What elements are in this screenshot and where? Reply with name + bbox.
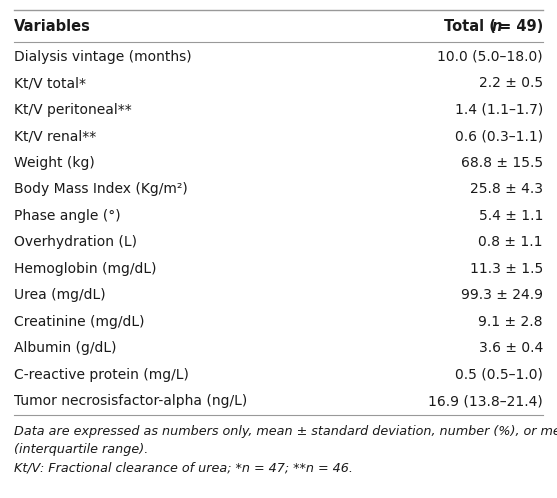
Text: 2.2 ± 0.5: 2.2 ± 0.5 — [479, 76, 543, 90]
Text: n: n — [492, 18, 502, 33]
Text: Albumin (g/dL): Albumin (g/dL) — [14, 341, 116, 355]
Text: 99.3 ± 24.9: 99.3 ± 24.9 — [461, 288, 543, 302]
Text: 3.6 ± 0.4: 3.6 ± 0.4 — [479, 341, 543, 355]
Text: Kt/V total*: Kt/V total* — [14, 76, 86, 90]
Text: Creatinine (mg/dL): Creatinine (mg/dL) — [14, 315, 144, 329]
Text: 16.9 (13.8–21.4): 16.9 (13.8–21.4) — [428, 394, 543, 408]
Text: Kt/V peritoneal**: Kt/V peritoneal** — [14, 103, 132, 117]
Text: Total (: Total ( — [443, 18, 495, 33]
Text: (interquartile range).: (interquartile range). — [14, 443, 148, 456]
Text: 68.8 ± 15.5: 68.8 ± 15.5 — [461, 155, 543, 170]
Text: Weight (kg): Weight (kg) — [14, 155, 95, 170]
Text: Variables: Variables — [14, 18, 91, 33]
Text: Hemoglobin (mg/dL): Hemoglobin (mg/dL) — [14, 261, 157, 275]
Text: 0.8 ± 1.1: 0.8 ± 1.1 — [478, 235, 543, 249]
Text: Data are expressed as numbers only, mean ± standard deviation, number (%), or me: Data are expressed as numbers only, mean… — [14, 425, 557, 438]
Text: 9.1 ± 2.8: 9.1 ± 2.8 — [478, 315, 543, 329]
Text: 10.0 (5.0–18.0): 10.0 (5.0–18.0) — [437, 50, 543, 64]
Text: Urea (mg/dL): Urea (mg/dL) — [14, 288, 106, 302]
Text: Body Mass Index (Kg/m²): Body Mass Index (Kg/m²) — [14, 182, 188, 196]
Text: 1.4 (1.1–1.7): 1.4 (1.1–1.7) — [455, 103, 543, 117]
Text: 11.3 ± 1.5: 11.3 ± 1.5 — [470, 261, 543, 275]
Text: 0.5 (0.5–1.0): 0.5 (0.5–1.0) — [455, 368, 543, 381]
Text: Tumor necrosisfactor-alpha (ng/L): Tumor necrosisfactor-alpha (ng/L) — [14, 394, 247, 408]
Text: Kt/V renal**: Kt/V renal** — [14, 129, 96, 143]
Text: C-reactive protein (mg/L): C-reactive protein (mg/L) — [14, 368, 189, 381]
Text: Kt/V: Fractional clearance of urea; *n = 47; **n = 46.: Kt/V: Fractional clearance of urea; *n =… — [14, 461, 353, 474]
Text: 5.4 ± 1.1: 5.4 ± 1.1 — [478, 209, 543, 223]
Text: Dialysis vintage (months): Dialysis vintage (months) — [14, 50, 192, 64]
Text: Overhydration (L): Overhydration (L) — [14, 235, 137, 249]
Text: = 49): = 49) — [494, 18, 543, 33]
Text: 25.8 ± 4.3: 25.8 ± 4.3 — [470, 182, 543, 196]
Text: 0.6 (0.3–1.1): 0.6 (0.3–1.1) — [455, 129, 543, 143]
Text: Phase angle (°): Phase angle (°) — [14, 209, 121, 223]
